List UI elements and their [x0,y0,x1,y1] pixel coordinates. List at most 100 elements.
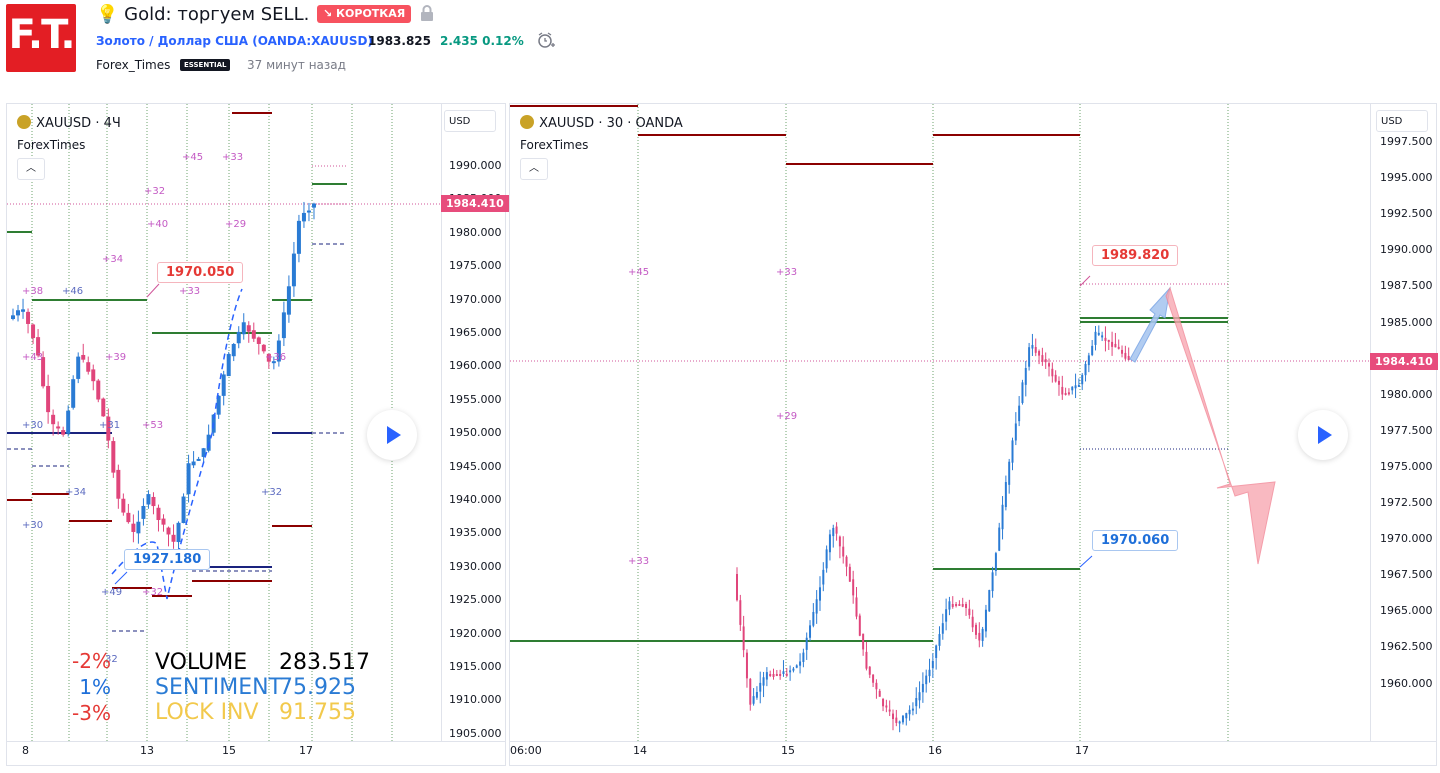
candle-body [1097,332,1100,335]
percent-label: 1% [79,675,111,699]
right-chart-panel[interactable]: XAUUSD · 30 · OANDA ForexTimes ︿ USD 199… [509,103,1438,766]
candle-body [241,322,246,335]
left-symbol-row: XAUUSD · 4Ч [17,112,121,131]
candle-body [945,609,948,622]
left-price-axis-border [441,104,442,741]
right-last-price-label: 1984.410 [1370,353,1438,370]
right-low-annotation[interactable]: 1970.060 [1092,530,1179,551]
stat-value: 91.755 [279,700,356,725]
candle-body [236,331,241,344]
left-price-axis-tick: 1965.000 [449,326,502,339]
candle-body [221,374,226,396]
idea-title: 💡 Gold: торгуем SELL. [96,4,309,25]
level-label: +38 [22,286,44,297]
left-play-button[interactable] [367,410,417,460]
candle-body [779,674,782,676]
right-price-axis-tick: 1987.500 [1380,279,1433,293]
candle-body [226,354,231,377]
candle-body [769,674,772,676]
candle-body [306,210,311,213]
level-label: +33 [222,152,244,163]
candle-body [66,410,71,434]
candle-body [812,612,815,626]
candle-body [935,645,938,658]
candle-body [742,626,745,651]
left-time-axis-tick: 15 [222,744,236,757]
level-label: +49 [101,587,123,598]
gold-icon [17,115,31,129]
left-collapse-button[interactable]: ︿ [17,158,45,180]
forex-times-logo[interactable]: F.T. [6,4,76,72]
level-label: +43 [22,352,44,363]
candle-body [938,634,941,646]
candle-body [41,357,46,387]
candle-body [216,395,221,415]
candle-body [782,671,785,674]
current-price: 1983.825 [368,34,432,48]
candle-body [828,534,831,553]
right-high-annotation[interactable]: 1989.820 [1092,245,1179,266]
candle-body [736,574,738,601]
candle-body [809,625,812,638]
right-time-axis-tick: 15 [781,744,795,757]
left-currency-button[interactable]: USD [444,110,496,132]
alarm-add-icon[interactable] [537,31,555,49]
right-symbol-row: XAUUSD · 30 · OANDA [520,112,683,131]
gold-icon [520,115,534,129]
candle-body [21,309,26,312]
left-price-axis-tick: 1905.000 [449,726,502,740]
right-currency-button[interactable]: USD [1376,110,1428,132]
candle-body [785,673,788,676]
left-time-axis-tick: 13 [140,744,154,757]
candle-body [832,527,835,537]
candle-body [1111,341,1114,347]
candle-body [136,521,141,534]
candle-body [968,608,971,616]
candle-body [984,609,987,632]
left-chart-panel[interactable]: XAUUSD · 4Ч ForexTimes ︿ USD 1990.000 198… [6,103,509,766]
candle-body [918,692,921,701]
left-price-axis-tick: 1935.000 [449,526,502,540]
candle-body [266,353,271,362]
chevron-up-icon: ︿ [529,163,539,174]
level-label: +33 [628,556,650,567]
candle-body [931,660,934,669]
candle-body [822,569,825,585]
logo-text: F.T. [8,12,75,58]
candle-body [955,604,958,606]
candle-body [101,398,106,417]
right-collapse-button[interactable]: ︿ [520,158,548,180]
left-high-annotation[interactable]: 1970.050 [157,262,244,283]
percent-label: -3% [72,701,111,725]
candle-body [91,369,96,382]
right-chart-canvas[interactable] [510,104,1436,765]
candle-body [925,675,928,685]
left-price-axis-tick: 1925.000 [449,593,502,607]
candle-body [928,669,931,677]
level-label: +34 [102,254,124,265]
level-label: +36 [265,352,287,363]
level-label: +45 [628,267,650,278]
right-price-axis-border [1370,104,1371,741]
left-price-axis-tick: 1940.000 [449,493,502,506]
author-link[interactable]: Forex_Times [96,58,171,72]
left-low-annotation[interactable]: 1927.180 [124,549,211,570]
candle-body [56,426,61,429]
right-time-axis[interactable]: 06:00 14 15 16 17 [510,744,1370,762]
candle-body [1001,504,1004,530]
candle-body [1008,461,1011,485]
candle-body [868,666,871,675]
candle-body [825,549,828,569]
right-candles [736,325,1130,733]
level-label: +40 [147,219,169,230]
candle-body [161,518,166,525]
symbol-link[interactable]: Золото / Доллар США (OANDA:XAUUSD) [96,34,373,48]
candle-body [1127,355,1130,361]
left-price-axis-tick: 1975.000 [449,259,502,273]
left-time-axis[interactable]: 8 13 15 17 [7,744,441,762]
candle-body [26,311,31,324]
candle-body [978,632,981,641]
right-play-button[interactable] [1298,410,1348,460]
right-price-axis-tick: 1975.000 [1380,459,1433,473]
candle-body [31,324,36,339]
